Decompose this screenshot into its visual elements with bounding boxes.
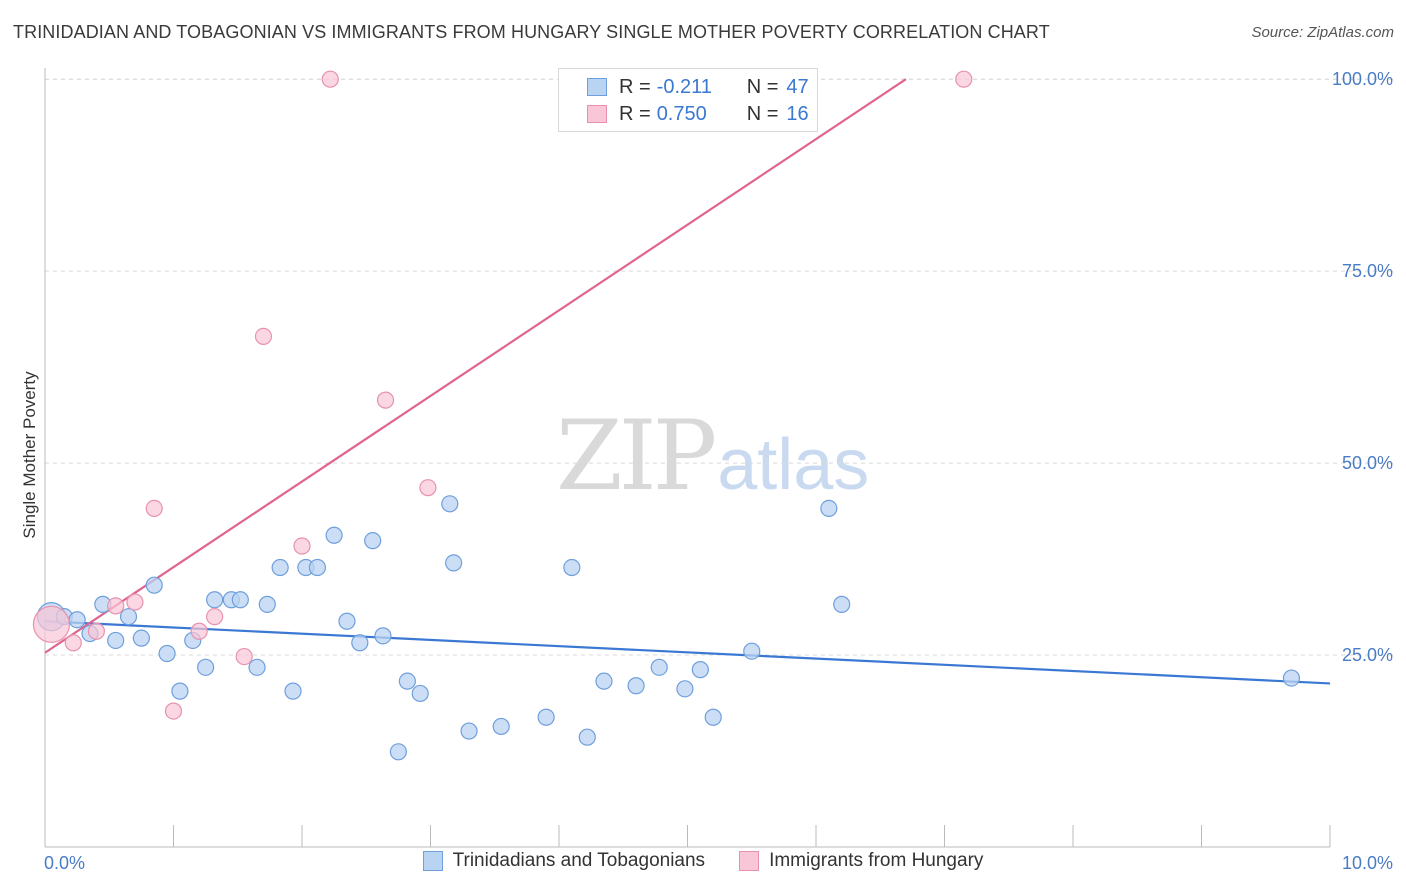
series-legend-swatch-blue [422,851,443,871]
y-axis-label: Single Mother Poverty [20,371,39,539]
trinidadian-point [171,682,189,700]
x-tick-label: 0.0% [44,853,85,873]
hungary-point [235,647,253,666]
hungary-point [190,622,208,640]
trinidadian-point [119,608,138,626]
label-layer: 25.0% 50.0% 75.0% 100.0% 0.0% 10.0% Single Mot… [20,69,1393,873]
trinidadian-point [206,591,224,609]
legend-r-value: 0.750 [656,102,707,125]
legend-r-label: R = [619,102,651,125]
axis-layer [44,68,1331,848]
trinidadian-point [627,677,645,695]
series-legend-swatch-pink [739,851,760,871]
trinidadian-point [308,558,327,577]
trinidadian-point [743,642,761,660]
y-tick-label: 75.0% [1342,261,1393,281]
x-tick-label: 10.0% [1342,853,1393,873]
hungary-point [64,634,82,652]
legend-n-label: N = [746,75,779,98]
trinidadian-point [107,631,125,650]
hungary-point [321,70,339,88]
y-tick-label: 25.0% [1342,645,1393,665]
trinidadian-point [145,576,163,594]
legend-r-label: R = [619,75,651,98]
trinidadian-point [338,612,356,630]
series-legend: Trinidadians and Tobagonians Immigrants … [0,850,1406,872]
trinidadian-point [325,526,343,544]
trinidadian-point [445,554,463,572]
legend-swatch-blue [587,78,607,96]
trinidadian-point [351,634,369,652]
trinidadian-point [258,595,276,613]
hungary-point [126,593,144,611]
trinidadian-point [364,532,382,550]
series-legend-label: Trinidadians and Tobagonians [452,850,706,871]
point-layer [32,70,1301,761]
trinidadian-point [595,672,613,690]
legend-row-pink: R = 0.750 N = 16 [587,101,809,127]
trinidadian-point [197,658,215,676]
grid-layer [45,78,1395,656]
trend-layer [44,78,1331,685]
trinidadian-point [132,629,150,647]
trinidadian-point [704,708,722,726]
legend-n-value: 16 [786,102,809,125]
legend-box: R = -0.211 N = 47 R = 0.750 N = 16 [558,68,818,132]
legend-n-value: 47 [786,75,809,98]
trinidadian-point [691,661,709,679]
y-tick-label: 100.0% [1332,69,1393,89]
hungary-trend-line [44,78,907,654]
hungary-point [955,70,973,88]
series-legend-item-hungary: Immigrants from Hungary [739,850,983,872]
trinidadian-point [68,611,86,629]
hungary-point [419,479,437,497]
legend-swatch-pink [587,105,607,123]
trinidadian-point [411,684,429,703]
hungary-point [87,622,106,640]
hungary-point [206,608,224,626]
y-tick-label: 50.0% [1342,453,1393,473]
trinidadian-point [578,728,596,746]
trinidadian-point [284,682,302,700]
hungary-point [254,327,273,346]
trinidadian-point [537,708,555,726]
trinidadian-point [1282,669,1301,687]
chart-title: TRINIDADIAN AND TOBAGONIAN VS IMMIGRANTS… [13,22,1050,42]
trinidadian-point [676,680,694,698]
trinidadian-point [833,595,851,613]
watermark: ZIPatlas [556,400,869,512]
watermark-atlas: atlas [717,425,870,505]
trinidadian-trend-line [44,620,1331,685]
trinidadian-point [460,722,478,740]
watermark-zip: ZIP [556,400,717,512]
series-legend-label: Immigrants from Hungary [769,850,984,871]
hungary-point [164,702,183,720]
trinidadian-point [231,591,249,609]
trinidadian-point [271,558,289,577]
series-legend-item-trinidadians: Trinidadians and Tobagonians [422,850,706,872]
legend-n-label: N = [746,102,779,125]
trinidadian-point [650,658,668,676]
trinidadian-point [492,717,510,736]
trinidadian-point [820,499,838,517]
trinidadian-point [374,627,392,645]
trinidadian-point [441,495,459,513]
hungary-point [32,605,71,643]
legend-r-value: -0.211 [656,75,712,98]
trinidadian-point [248,658,266,676]
trinidadian-point [563,558,581,577]
trinidadian-point [389,743,407,761]
legend-row-blue: R = -0.211 N = 47 [587,74,809,100]
hungary-point [107,597,125,615]
trinidadian-point [398,672,416,690]
hungary-point [376,391,395,409]
source-label: Source: ZipAtlas.com [1251,24,1394,41]
trinidadian-point [158,644,176,663]
hungary-point [145,499,163,517]
hungary-point [293,537,311,555]
